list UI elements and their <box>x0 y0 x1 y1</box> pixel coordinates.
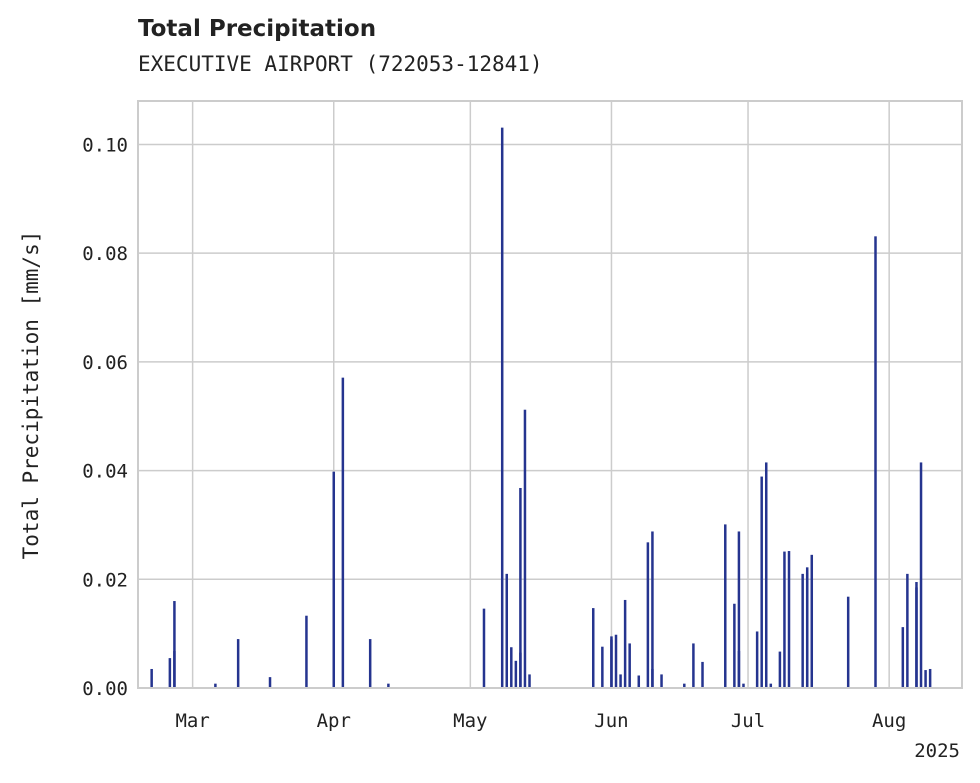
precipitation-bar <box>519 487 522 688</box>
precipitation-bar <box>368 639 372 688</box>
precipitation-bar <box>646 542 650 688</box>
precipitation-bar <box>783 551 786 688</box>
precipitation-bar <box>801 573 804 688</box>
precipitation-bars <box>150 127 932 689</box>
chart-title: Total Precipitation <box>138 16 377 42</box>
precipitation-bar <box>810 554 814 688</box>
precipitation-bar <box>214 683 217 688</box>
precipitation-bar <box>387 683 390 688</box>
y-tick-label: 0.08 <box>82 243 128 265</box>
y-tick-label: 0.00 <box>82 678 128 700</box>
precipitation-bar <box>737 531 741 688</box>
plot-frame <box>137 100 963 689</box>
precipitation-bar <box>805 567 809 688</box>
precipitation-bar <box>906 573 909 688</box>
x-tick-label: Aug <box>872 710 906 732</box>
precipitation-bar <box>614 634 618 688</box>
x-tick-label: Jun <box>594 710 628 732</box>
precipitation-bar <box>482 608 486 688</box>
precipitation-bar <box>628 643 631 688</box>
x-year-label: 2025 <box>914 740 960 762</box>
precipitation-bar <box>236 639 240 688</box>
precipitation-bar <box>150 668 153 688</box>
x-tick-label: Apr <box>317 710 351 732</box>
precipitation-bar <box>683 683 686 688</box>
precipitation-bar <box>764 462 768 688</box>
precipitation-bar <box>610 636 613 688</box>
precipitation-bar <box>787 551 791 688</box>
precipitation-bar <box>523 409 527 688</box>
precipitation-bar <box>760 476 763 688</box>
x-tick-label: Mar <box>175 710 209 732</box>
precipitation-bar <box>724 524 727 688</box>
precipitation-bar <box>928 668 932 688</box>
precipitation-bar <box>514 660 518 688</box>
precipitation-bar <box>173 601 176 688</box>
precipitation-bar <box>623 599 627 688</box>
y-axis-label: Total Precipitation [mm/s] <box>19 231 43 560</box>
precipitation-bar <box>846 596 850 688</box>
precipitation-bar <box>901 627 905 688</box>
x-axis-ticks: Mar Apr May Jun Jul Aug <box>175 710 906 732</box>
x-tick-label: May <box>453 710 487 732</box>
precipitation-bar <box>168 658 172 688</box>
precipitation-bar <box>637 675 641 688</box>
y-tick-label: 0.06 <box>82 352 128 374</box>
precipitation-bar <box>733 603 736 688</box>
precipitation-bar <box>924 670 927 688</box>
precipitation-bar <box>619 674 622 688</box>
precipitation-bar <box>769 683 773 688</box>
y-tick-label: 0.02 <box>82 569 128 591</box>
precipitation-bar <box>528 674 531 688</box>
precipitation-bar <box>505 573 509 688</box>
precipitation-bar <box>332 471 336 688</box>
grid-lines <box>138 101 962 688</box>
y-tick-label: 0.10 <box>82 134 128 156</box>
precipitation-bar <box>651 668 654 688</box>
y-axis-ticks: 0.00 0.02 0.04 0.06 0.08 0.10 <box>82 134 128 700</box>
precipitation-bar <box>601 646 604 688</box>
precipitation-bar <box>742 683 745 688</box>
precipitation-bar <box>510 647 513 688</box>
precipitation-bar <box>701 661 704 688</box>
precipitation-bar <box>874 236 877 688</box>
y-tick-label: 0.04 <box>82 461 128 483</box>
chart-subtitle: EXECUTIVE AIRPORT (722053-12841) <box>138 52 543 76</box>
precipitation-bar <box>651 531 654 688</box>
precipitation-bar <box>692 643 695 688</box>
precipitation-bar <box>500 127 504 689</box>
precipitation-bar <box>268 677 272 688</box>
precipitation-bar <box>341 377 345 688</box>
x-tick-label: Jul <box>731 710 765 732</box>
precipitation-bar <box>591 608 595 688</box>
precipitation-bar <box>755 631 759 688</box>
precipitation-bar <box>778 651 782 688</box>
precipitation-bar <box>305 615 308 688</box>
precipitation-bar <box>660 674 663 688</box>
precipitation-bar <box>919 462 923 688</box>
precipitation-bar <box>173 651 176 688</box>
precipitation-bar <box>915 582 918 688</box>
